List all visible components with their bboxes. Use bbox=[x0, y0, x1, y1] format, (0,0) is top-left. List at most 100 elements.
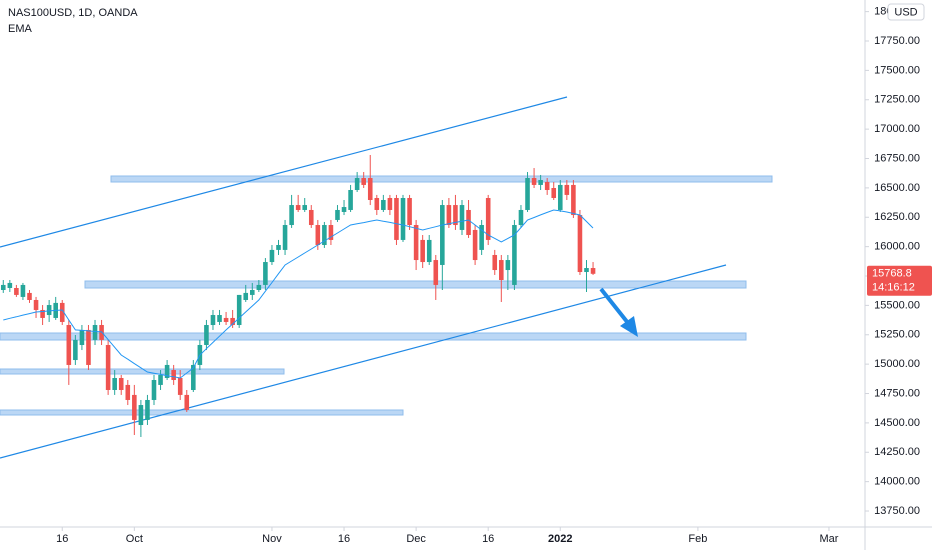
candle-body bbox=[145, 399, 150, 420]
x-tick-label: 2022 bbox=[548, 533, 572, 545]
candle-body bbox=[590, 268, 596, 274]
support-zone bbox=[0, 409, 404, 416]
currency-box bbox=[887, 3, 925, 21]
candle-body bbox=[381, 199, 386, 210]
ema-line bbox=[3, 209, 594, 379]
candle-body bbox=[400, 197, 406, 240]
candle-body bbox=[40, 309, 45, 318]
x-tick-label: Dec bbox=[406, 533, 426, 545]
candle-body bbox=[413, 225, 419, 261]
candle-body bbox=[571, 184, 576, 216]
candle-body bbox=[315, 225, 321, 245]
candle-body bbox=[387, 197, 393, 210]
candle-body bbox=[308, 209, 314, 226]
candle-body bbox=[282, 225, 288, 250]
last-price-label: 15768.8 bbox=[872, 268, 912, 280]
candle-body bbox=[112, 378, 117, 390]
candle-body bbox=[151, 380, 157, 400]
candle-body bbox=[223, 317, 229, 322]
candle-body bbox=[14, 287, 19, 295]
x-tick-label: Nov bbox=[262, 533, 282, 545]
y-tick-label: 14250.00 bbox=[874, 446, 920, 458]
arrow-head bbox=[620, 316, 638, 337]
x-tick-label: 16 bbox=[338, 533, 350, 545]
candle-body bbox=[177, 378, 183, 395]
candle-body bbox=[236, 294, 242, 326]
candle-body bbox=[577, 215, 583, 273]
candle-body bbox=[33, 299, 39, 310]
candle-body bbox=[459, 205, 465, 230]
candle-body bbox=[269, 249, 275, 263]
candle-body bbox=[249, 289, 255, 295]
candle-body bbox=[138, 405, 144, 426]
support-zone bbox=[84, 280, 747, 289]
candle-body bbox=[105, 344, 111, 390]
candle-body bbox=[20, 284, 26, 297]
candle-body bbox=[125, 384, 131, 400]
candle-body bbox=[86, 329, 91, 365]
candle-body bbox=[433, 260, 439, 285]
channel-upper bbox=[0, 96, 568, 248]
candle-body bbox=[453, 205, 458, 226]
candle-body bbox=[426, 239, 432, 263]
candle-body bbox=[289, 205, 294, 226]
candle-body bbox=[328, 225, 334, 240]
candle-body bbox=[295, 205, 301, 210]
y-tick-label: 14750.00 bbox=[874, 387, 920, 399]
candle-body bbox=[499, 260, 504, 281]
candle-body bbox=[492, 254, 498, 271]
candle-body bbox=[525, 178, 530, 210]
candle-body bbox=[302, 205, 308, 210]
y-tick-label: 13750.00 bbox=[874, 505, 920, 517]
indicator-name: EMA bbox=[8, 23, 33, 35]
x-tick-label: Feb bbox=[688, 533, 707, 545]
candle-body bbox=[92, 325, 98, 340]
candle-body bbox=[164, 364, 170, 379]
candle-body bbox=[354, 178, 360, 191]
candle-body bbox=[551, 188, 557, 198]
candle-body bbox=[367, 178, 373, 200]
candle-body bbox=[564, 184, 570, 195]
candle-body bbox=[118, 378, 124, 390]
candle-body bbox=[472, 229, 478, 261]
last-price-tag bbox=[867, 265, 932, 296]
candle-body bbox=[46, 305, 52, 316]
candle-body bbox=[394, 197, 399, 240]
candle-body bbox=[0, 284, 6, 290]
candle-body bbox=[544, 182, 550, 191]
y-tick-label: 16500.00 bbox=[874, 182, 920, 194]
candle-body bbox=[374, 197, 380, 210]
candle-body bbox=[230, 317, 235, 326]
candle-body bbox=[191, 364, 196, 390]
candle-body bbox=[217, 315, 222, 322]
target-zone bbox=[0, 332, 747, 341]
candle-body bbox=[341, 207, 347, 212]
candle-body bbox=[73, 339, 78, 361]
x-tick-label: Mar bbox=[819, 533, 838, 545]
candle-body bbox=[584, 268, 589, 273]
candle-body bbox=[7, 282, 13, 288]
axes: 18000.0017750.0017500.0017250.0017000.00… bbox=[56, 6, 920, 545]
candle-body bbox=[440, 205, 445, 265]
y-tick-label: 16250.00 bbox=[874, 211, 920, 223]
candle-body bbox=[79, 329, 85, 345]
candle-body bbox=[27, 292, 32, 300]
candle-body bbox=[158, 374, 163, 385]
candle-body bbox=[505, 260, 511, 271]
candle-body bbox=[184, 394, 190, 410]
x-tick-label: 16 bbox=[482, 533, 494, 545]
candle-body bbox=[557, 184, 563, 210]
y-tick-label: 17750.00 bbox=[874, 35, 920, 47]
bar-countdown: 14:16:12 bbox=[872, 282, 915, 294]
chart-title: NAS100USD, 1D, OANDA bbox=[8, 7, 138, 19]
candle-body bbox=[485, 197, 491, 240]
y-tick-label: 17000.00 bbox=[874, 123, 920, 135]
plot-area bbox=[0, 154, 596, 437]
candle-body bbox=[132, 394, 137, 420]
candle-body bbox=[446, 205, 452, 226]
candle-body bbox=[348, 190, 353, 210]
candle-body bbox=[518, 209, 524, 226]
candle-body bbox=[256, 284, 262, 290]
candle-body bbox=[59, 302, 65, 322]
